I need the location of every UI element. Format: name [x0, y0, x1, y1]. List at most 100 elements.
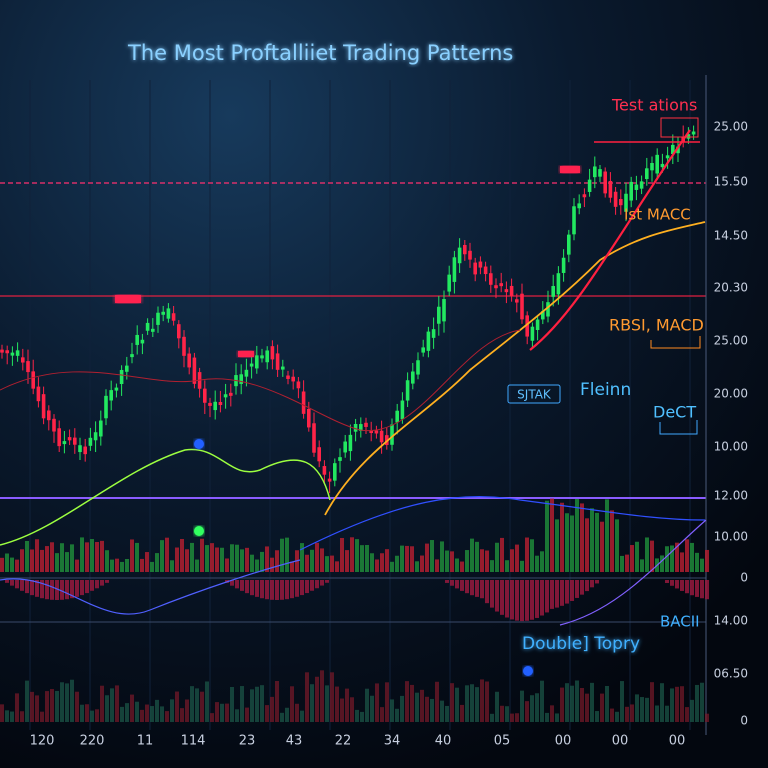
volume-bar [340, 537, 344, 572]
volume-bar [570, 685, 574, 722]
volume-bar [330, 672, 334, 722]
volume-bar [70, 544, 74, 572]
volume-bar [310, 684, 314, 722]
volume-bar [645, 537, 649, 572]
volume-bar [495, 691, 499, 722]
oscillator-bar [70, 580, 74, 599]
candle-body [629, 181, 633, 201]
volume-bar [395, 555, 399, 572]
volume-bar [280, 538, 284, 572]
volume-bar [700, 558, 704, 572]
volume-bar [700, 682, 704, 722]
volume-bar [685, 707, 689, 722]
volume-bar [220, 703, 224, 722]
volume-bar [505, 706, 509, 722]
volume-bar [545, 712, 549, 722]
volume-bar [335, 561, 339, 572]
oscillator-bar [480, 580, 484, 599]
annotation: Ist MACC [624, 206, 691, 224]
volume-bar [45, 691, 49, 722]
oscillator-bar [240, 580, 244, 591]
oscillator-bar [495, 580, 499, 612]
volume-bar [575, 680, 579, 722]
volume-bar [580, 688, 584, 722]
candle-body [603, 171, 607, 194]
oscillator-bar [575, 580, 579, 598]
volume-bar [505, 560, 509, 572]
oscillator-bar [450, 580, 454, 586]
volume-bar [275, 680, 279, 722]
candle-body [218, 402, 223, 406]
oscillator-bar [95, 580, 99, 589]
volume-bar [585, 693, 589, 722]
volume-bar [90, 710, 94, 722]
volume-bar [440, 700, 444, 722]
candle-body [291, 376, 295, 382]
volume-bar [220, 547, 224, 572]
annotation: Test ations [611, 96, 697, 115]
volume-bar [205, 545, 209, 572]
candle-body [551, 286, 555, 297]
volume-bar [535, 693, 539, 722]
candle-body [307, 408, 311, 428]
candle-body [639, 181, 644, 189]
candle-body [119, 369, 124, 385]
y-axis-label: 0 [740, 714, 748, 728]
volume-bar [600, 521, 604, 572]
oscillator-bar [105, 580, 109, 583]
volume-bar [215, 702, 219, 722]
candle-body [187, 353, 191, 368]
candle-body [348, 434, 353, 452]
volume-bar [200, 691, 204, 722]
oscillator-bar [270, 580, 274, 600]
candle-body [171, 313, 176, 321]
annotation: BACII [660, 613, 700, 631]
volume-bar [385, 549, 389, 572]
volume-bar [675, 542, 679, 572]
volume-bar [470, 538, 474, 572]
volume-bar [55, 690, 59, 722]
ma-dark [0, 329, 521, 432]
volume-bar [215, 547, 219, 572]
volume-bar [445, 705, 449, 722]
x-axis-label: 00 [669, 734, 686, 749]
volume-bar [350, 697, 354, 722]
volume-bar [380, 707, 384, 722]
volume-bar [605, 499, 609, 572]
oscillator-bar [50, 580, 54, 600]
candle-body [525, 315, 529, 337]
volume-bar [375, 683, 379, 722]
candle-body [478, 261, 483, 268]
volume-bar [25, 680, 29, 722]
oscillator-bar [570, 580, 574, 601]
volume-bar [650, 682, 654, 722]
candle-body [608, 180, 613, 198]
candle-body [213, 401, 217, 411]
candle-body [390, 424, 394, 445]
candle-body [52, 418, 56, 432]
candle-body [619, 199, 623, 206]
volume-bar [460, 704, 464, 722]
volume-bar [460, 561, 464, 572]
volume-bar [705, 549, 709, 572]
oscillator-bar [85, 580, 89, 594]
candle-body [541, 311, 545, 320]
oscillator-bar [665, 580, 669, 583]
candle-body [447, 274, 451, 292]
annotation-bracket [659, 420, 698, 435]
candle-body [301, 391, 306, 414]
volume-bar [405, 681, 409, 722]
x-axis-label: 43 [286, 734, 303, 749]
volume-bar [75, 691, 79, 722]
volume-bar [475, 687, 479, 722]
volume-bar [210, 543, 214, 572]
volume-bar [280, 712, 284, 722]
candle-body [686, 134, 691, 139]
volume-bar [675, 686, 679, 722]
volume-bar [665, 546, 669, 572]
oscillator-bar [260, 580, 264, 599]
candle-body [62, 441, 67, 445]
candle-body [483, 266, 488, 275]
candle-body [645, 168, 649, 180]
volume-bar [80, 704, 84, 722]
